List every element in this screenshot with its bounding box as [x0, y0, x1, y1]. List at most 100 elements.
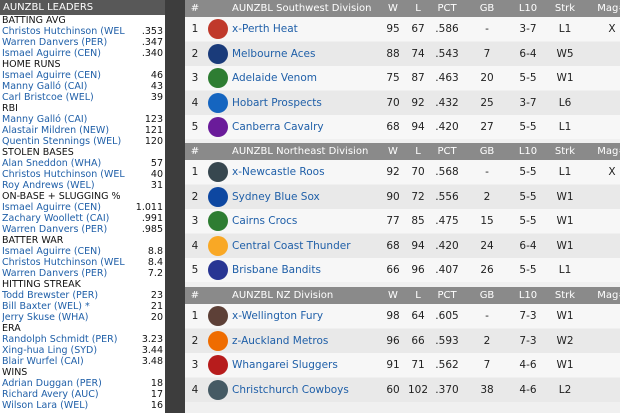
- leader-value: 31: [150, 180, 163, 191]
- stat-cell: 1: [191, 23, 199, 35]
- stat-cell: 92: [411, 96, 425, 109]
- stat-cell: 68: [386, 239, 400, 252]
- leader-value: 18: [150, 378, 163, 389]
- stat-cell: 74: [411, 47, 425, 60]
- stat-cell: -: [485, 166, 489, 178]
- stat-cell: L1: [558, 264, 572, 277]
- team-link[interactable]: z-Auckland Metros: [232, 334, 329, 347]
- leader-value: 17: [150, 389, 163, 400]
- table-row: [185, 377, 620, 402]
- player-link[interactable]: Ismael Aguirre (CEN): [2, 202, 101, 213]
- stat-cell: -: [485, 23, 489, 35]
- stat-cell: 5-5: [519, 190, 537, 203]
- player-link[interactable]: Zachary Woollett (CAI): [2, 213, 110, 224]
- stat-cell: 77: [386, 215, 400, 228]
- stat-cell: 90: [386, 190, 400, 203]
- stat-cell: L1: [558, 121, 572, 134]
- team-link[interactable]: Hobart Prospects: [232, 96, 322, 109]
- category-label: HITTING STREAK: [2, 279, 81, 290]
- player-link[interactable]: Ismael Aguirre (CEN): [2, 48, 101, 59]
- player-link[interactable]: Ismael Aguirre (CEN): [2, 246, 101, 257]
- column-header: L: [415, 146, 421, 157]
- stat-cell: 3-7: [519, 23, 537, 35]
- column-header: PCT: [437, 146, 457, 157]
- player-link[interactable]: Todd Brewster (PER): [2, 290, 99, 301]
- player-link[interactable]: Jerry Skuse (WHA): [2, 312, 89, 323]
- stat-cell: L1: [558, 166, 572, 178]
- stat-cell: 25: [480, 96, 494, 109]
- player-link[interactable]: Alan Sneddon (WHA): [2, 158, 102, 169]
- stat-cell: 24: [480, 239, 494, 252]
- team-link[interactable]: x-Wellington Fury: [232, 310, 324, 322]
- team-link[interactable]: Canberra Cavalry: [232, 121, 324, 134]
- team-logo: [208, 211, 228, 232]
- category-label: STOLEN BASES: [2, 147, 74, 158]
- team-link[interactable]: Brisbane Bandits: [232, 264, 321, 277]
- leader-value: 57: [150, 158, 163, 169]
- stat-cell: 1: [191, 310, 199, 322]
- stat-cell: 4: [191, 239, 199, 252]
- stat-cell: 64: [411, 310, 425, 322]
- stat-cell: 67: [411, 23, 425, 35]
- team-link[interactable]: Adelaide Venom: [232, 72, 317, 85]
- player-link[interactable]: Quentin Stennings (WEL): [2, 136, 122, 147]
- column-header: L10: [518, 3, 538, 14]
- column-header: L: [415, 290, 421, 301]
- stat-cell: 102: [407, 383, 429, 396]
- team-link[interactable]: Cairns Crocs: [232, 215, 298, 228]
- team-link[interactable]: Central Coast Thunder: [232, 239, 351, 252]
- team-link[interactable]: Melbourne Aces: [232, 47, 316, 60]
- stat-cell: 95: [386, 23, 400, 35]
- stat-cell: 96: [386, 334, 400, 347]
- team-link[interactable]: Sydney Blue Sox: [232, 190, 320, 203]
- standings-panel: # AUNZBL Southwest Division W L PCT GB L10 Strk…: [185, 0, 620, 413]
- player-link[interactable]: Carl Bristcoe (WEL): [2, 92, 94, 103]
- stat-cell: 85: [411, 215, 425, 228]
- player-link[interactable]: Manny Galló (CAI): [2, 114, 88, 125]
- player-link[interactable]: Richard Avery (AUC): [2, 389, 99, 400]
- player-link[interactable]: Manny Galló (CAI): [2, 81, 88, 92]
- player-link[interactable]: Ismael Aguirre (CEN): [2, 70, 101, 81]
- team-logo: [208, 19, 228, 39]
- leader-value: 120: [144, 136, 163, 147]
- stat-cell: 4-6: [519, 359, 537, 372]
- team-link[interactable]: Christchurch Cowboys: [232, 383, 349, 396]
- division-header-bar: [185, 143, 620, 160]
- stat-cell: .586: [435, 23, 459, 35]
- stat-cell: 3: [191, 359, 199, 372]
- team-link[interactable]: Whangarei Sluggers: [232, 359, 338, 372]
- player-link[interactable]: Wilson Lara (WEL): [2, 400, 89, 411]
- stat-cell: W1: [556, 239, 574, 252]
- team-link[interactable]: x-Perth Heat: [232, 23, 298, 35]
- player-link[interactable]: Warren Danvers (PER): [2, 268, 108, 279]
- player-link[interactable]: Blair Wurfel (CAI): [2, 356, 84, 367]
- column-header: L10: [518, 290, 538, 301]
- player-link[interactable]: Warren Danvers (PER): [2, 37, 108, 48]
- player-link[interactable]: Christos Hutchinson (WEL: [2, 257, 125, 268]
- stat-cell: 5: [191, 264, 199, 277]
- player-link[interactable]: Roy Andrews (WEL): [2, 180, 95, 191]
- player-link[interactable]: Christos Hutchinson (WEL: [2, 26, 125, 37]
- player-link[interactable]: Warren Danvers (PER): [2, 224, 108, 235]
- stat-cell: 68: [386, 121, 400, 134]
- column-header: Strk: [554, 3, 576, 14]
- player-link[interactable]: Christos Hutchinson (WEL: [2, 169, 125, 180]
- stat-cell: .605: [435, 310, 459, 322]
- player-link[interactable]: Randolph Schmidt (PER): [2, 334, 118, 345]
- leader-value: 3.23: [141, 334, 163, 345]
- player-link[interactable]: Alastair Mildren (NEW): [2, 125, 110, 136]
- player-link[interactable]: Xing-hua Ling (SYD): [2, 345, 98, 356]
- stat-cell: W1: [556, 72, 574, 85]
- player-link[interactable]: Adrian Duggan (PER): [2, 378, 102, 389]
- team-link[interactable]: x-Newcastle Roos: [232, 166, 325, 178]
- table-row: [185, 90, 620, 115]
- stat-cell: 70: [411, 166, 425, 178]
- stat-cell: .420: [435, 239, 459, 252]
- stat-cell: 38: [480, 383, 494, 396]
- leaders-panel: AUNZBL LEADERS BATTING AVG Christos Hutchi…: [0, 0, 165, 413]
- player-link[interactable]: Bill Baxter (WEL) *: [2, 301, 90, 312]
- table-row: [185, 353, 620, 378]
- leaders-header: AUNZBL LEADERS: [0, 0, 165, 15]
- stat-cell: 88: [386, 47, 400, 60]
